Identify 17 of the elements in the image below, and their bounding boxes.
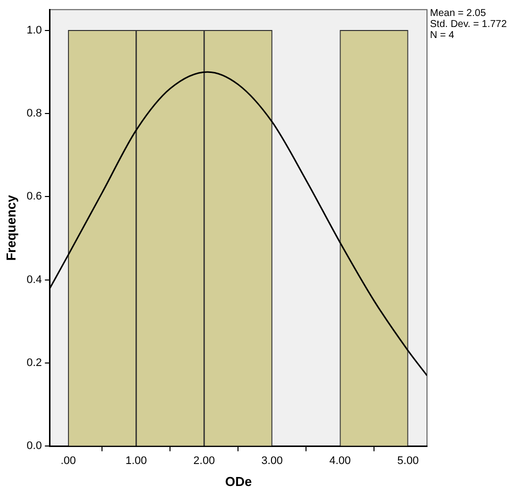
y-tick-label: 0.2 [26, 357, 42, 370]
x-tick-label: 3.00 [261, 454, 283, 467]
x-tick-label: 2.00 [193, 454, 215, 467]
text: N = 4 [430, 30, 456, 41]
x-axis-title: ODe [225, 474, 252, 489]
x-tick-label: 5.00 [397, 454, 419, 467]
y-tick-label: 0.4 [26, 274, 42, 286]
x-tick-label: .00 [60, 454, 76, 467]
x-tick-label: 4.00 [329, 454, 351, 467]
y-axis-title: Frequency [3, 194, 18, 261]
text: Std. Dev. = 1.772 [430, 19, 507, 30]
y-tick-label: 0.6 [26, 190, 42, 203]
y-tick-label: 0.8 [26, 108, 42, 120]
text: Mean = 2.05 [430, 8, 487, 19]
x-tick-label: 1.00 [125, 454, 147, 467]
y-tick-label: 1.0 [26, 24, 42, 36]
y-tick-label: 0.0 [26, 440, 42, 452]
